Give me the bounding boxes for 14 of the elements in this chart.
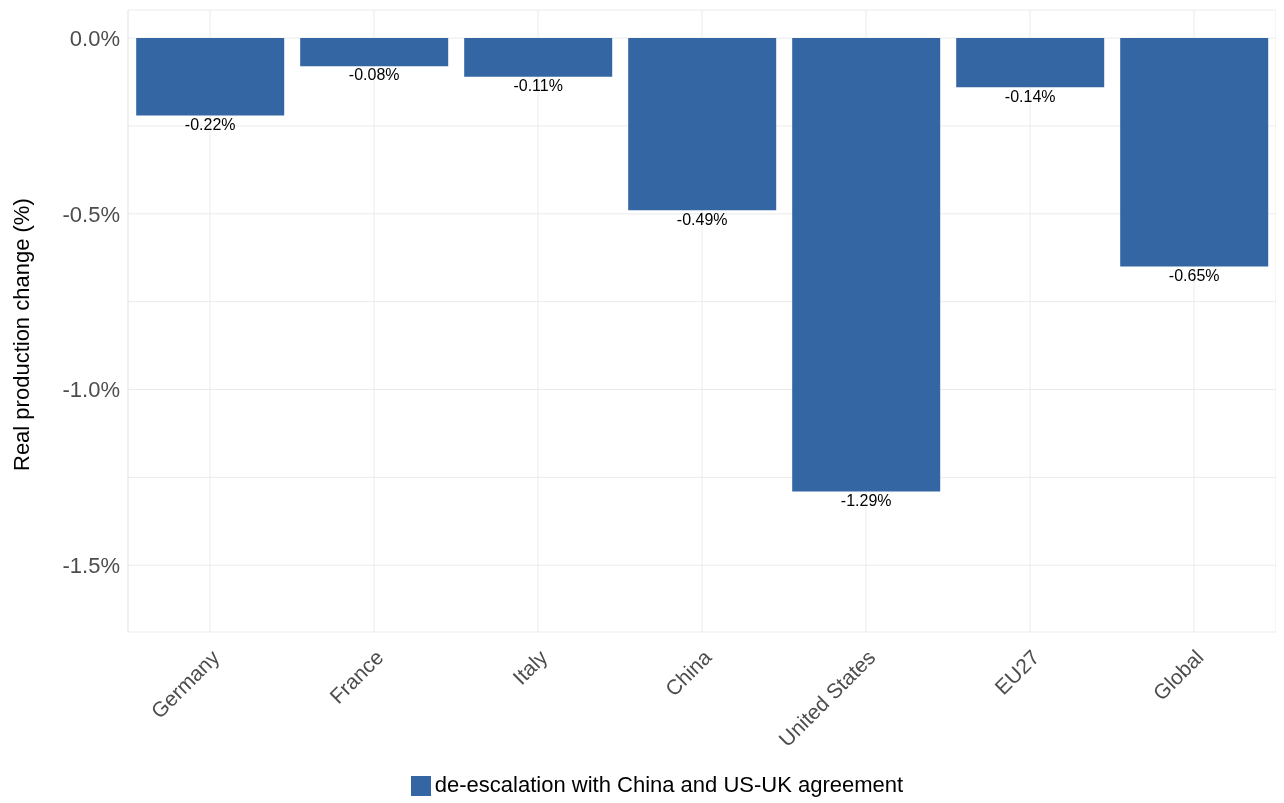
legend-label: de-escalation with China and US-UK agreement <box>434 772 904 797</box>
y-tick-label: 0.0% <box>69 25 120 51</box>
data-label: -0.49% <box>676 210 728 228</box>
data-label: -0.65% <box>1168 266 1220 284</box>
data-label: -0.11% <box>513 76 563 94</box>
data-label: -0.14% <box>1004 87 1056 105</box>
y-tick-label: -1.5% <box>62 553 120 579</box>
y-tick-label: -0.5% <box>62 201 120 227</box>
data-label: -0.08% <box>348 66 400 84</box>
y-tick-label: -1.0% <box>62 377 120 403</box>
y-axis-title: Real production change (%) <box>8 198 34 471</box>
data-label: -1.29% <box>840 491 892 509</box>
x-tick-label: Italy <box>508 644 552 689</box>
data-label: -0.22% <box>184 115 236 133</box>
